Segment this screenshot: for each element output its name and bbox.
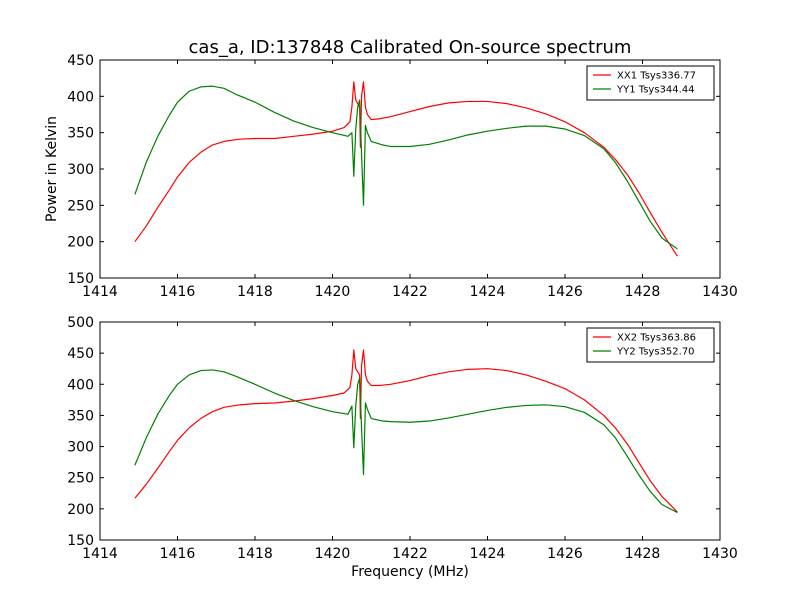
- x-tick-label: 1422: [392, 284, 428, 300]
- y-tick-label: 350: [67, 126, 94, 142]
- y-tick-label: 250: [67, 198, 94, 214]
- y-tick-label: 200: [67, 235, 94, 251]
- x-tick-label: 1428: [625, 546, 661, 562]
- chart-panels: 1414 1416 1418 1420 1422 1424 1426 1428 1430 150 2…: [44, 53, 738, 580]
- y-tick-label: 300: [67, 440, 94, 456]
- legend-entry: XX2 Tsys363.86: [617, 333, 696, 344]
- x-tick-label: 1418: [237, 546, 273, 562]
- x-tick-label: 1420: [315, 546, 351, 562]
- x-tick-label: 1430: [702, 284, 738, 300]
- x-tick-label: 1416: [160, 546, 196, 562]
- y-tick-label: 200: [67, 502, 94, 518]
- y-tick-label: 450: [67, 346, 94, 362]
- legend-box: [586, 327, 715, 363]
- x-tick-label: 1420: [315, 284, 351, 300]
- x-tick-label: 1416: [160, 284, 196, 300]
- legend: XX2 Tsys363.86 YY2 Tsys352.70: [586, 327, 715, 363]
- y-tick-label: 150: [67, 533, 94, 549]
- series-line-1: [134, 81, 678, 257]
- series-line-2: [134, 85, 678, 250]
- y-tick-label: 300: [67, 162, 94, 178]
- legend-entry: YY1 Tsys344.44: [616, 85, 695, 96]
- y-tick-label: 400: [67, 89, 94, 105]
- legend: XX1 Tsys336.77 YY1 Tsys344.44: [586, 65, 715, 101]
- legend-entry: XX1 Tsys336.77: [617, 71, 696, 82]
- y-tick-label: 250: [67, 471, 94, 487]
- y-tick-label: 450: [67, 53, 94, 69]
- chart-panel-2: 1414 1416 1418 1420 1422 1424 1426 1428 1430 150 2…: [67, 315, 738, 580]
- x-tick-label: 1414: [82, 546, 118, 562]
- legend-entry: YY2 Tsys352.70: [616, 347, 695, 358]
- chart-panel-1: 1414 1416 1418 1420 1422 1424 1426 1428 1430 150 2…: [44, 53, 738, 300]
- x-tick-label: 1426: [547, 284, 583, 300]
- legend-box: [586, 65, 715, 101]
- x-tick-label: 1418: [237, 284, 273, 300]
- figure-title: cas_a, ID:137848 Calibrated On-source sp…: [189, 37, 632, 58]
- series-line-2: [134, 369, 678, 514]
- y-tick-label: 350: [67, 408, 94, 424]
- x-tick-label: 1430: [702, 546, 738, 562]
- y-axis-label: Power in Kelvin: [44, 116, 60, 222]
- x-axis-label: Frequency (MHz): [351, 564, 469, 580]
- x-tick-label: 1422: [392, 546, 428, 562]
- series-line-1: [134, 349, 678, 513]
- x-tick-label: 1414: [82, 284, 118, 300]
- x-tick-label: 1428: [625, 284, 661, 300]
- y-tick-label: 150: [67, 271, 94, 287]
- x-tick-label: 1426: [547, 546, 583, 562]
- x-tick-label: 1424: [470, 284, 506, 300]
- y-tick-label: 500: [67, 315, 94, 331]
- x-tick-label: 1424: [470, 546, 506, 562]
- y-tick-label: 400: [67, 377, 94, 393]
